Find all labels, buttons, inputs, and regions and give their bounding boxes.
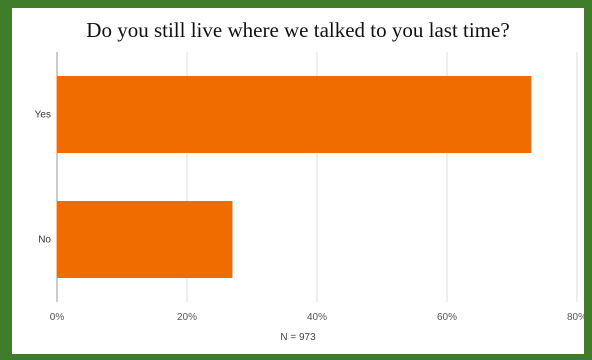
x-tick-label-20: 20% bbox=[177, 312, 197, 323]
category-labels: Yes No bbox=[35, 110, 52, 246]
x-axis-tick-labels: 0% 20% 40% 60% 80% bbox=[50, 312, 584, 323]
sample-size-note: N = 973 bbox=[280, 332, 316, 343]
category-label-yes: Yes bbox=[35, 110, 51, 121]
bar-chart: Yes No 0% 20% 40% 60% 80% bbox=[35, 52, 584, 323]
chart-panel: Do you still live where we talked to you… bbox=[12, 8, 584, 354]
x-tick-label-60: 60% bbox=[437, 312, 457, 323]
bars bbox=[57, 76, 532, 278]
x-tick-label-80: 80% bbox=[567, 312, 584, 323]
x-tick-label-0: 0% bbox=[50, 312, 65, 323]
x-tick-label-40: 40% bbox=[307, 312, 327, 323]
bar-no bbox=[57, 201, 233, 278]
chart-title: Do you still live where we talked to you… bbox=[86, 18, 510, 42]
bar-yes bbox=[57, 76, 532, 153]
category-label-no: No bbox=[38, 235, 51, 246]
